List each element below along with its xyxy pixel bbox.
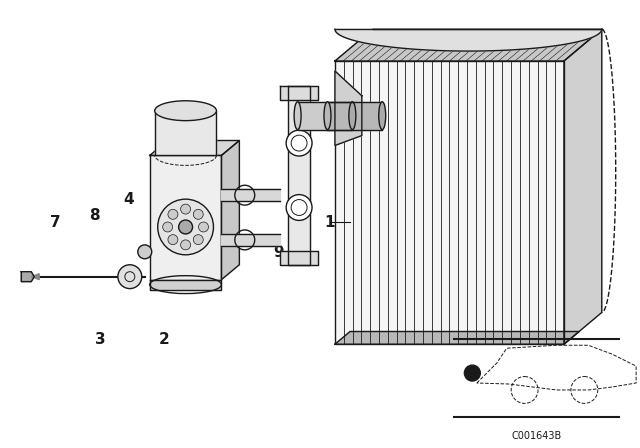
Circle shape (168, 209, 178, 220)
Text: 4: 4 (124, 192, 134, 207)
Polygon shape (31, 274, 39, 280)
Text: C001643B: C001643B (511, 431, 562, 441)
Polygon shape (168, 141, 239, 265)
Text: 9: 9 (273, 246, 284, 260)
Circle shape (118, 265, 142, 289)
Ellipse shape (324, 102, 331, 129)
Polygon shape (150, 141, 239, 155)
Text: 6: 6 (197, 114, 208, 129)
Circle shape (138, 245, 152, 259)
Circle shape (168, 235, 178, 245)
Polygon shape (288, 86, 310, 265)
Polygon shape (335, 71, 362, 146)
Circle shape (465, 365, 480, 381)
Text: 1: 1 (324, 215, 335, 229)
Circle shape (193, 235, 204, 245)
Polygon shape (150, 155, 221, 280)
Ellipse shape (294, 102, 301, 129)
Polygon shape (564, 29, 602, 344)
Ellipse shape (155, 101, 216, 121)
Circle shape (198, 222, 209, 232)
Polygon shape (221, 189, 280, 201)
Text: 7: 7 (50, 215, 60, 229)
Circle shape (286, 130, 312, 156)
Circle shape (179, 220, 193, 234)
Circle shape (163, 222, 173, 232)
Polygon shape (221, 141, 239, 280)
Polygon shape (280, 86, 318, 100)
Text: 5: 5 (190, 252, 201, 267)
Polygon shape (150, 280, 221, 289)
Text: 2: 2 (158, 332, 169, 347)
Ellipse shape (379, 102, 386, 129)
Polygon shape (335, 332, 579, 344)
Text: 8: 8 (89, 207, 99, 223)
Circle shape (157, 199, 214, 255)
Text: 3: 3 (95, 332, 105, 347)
Polygon shape (221, 234, 280, 246)
Circle shape (180, 204, 191, 214)
Ellipse shape (349, 102, 356, 129)
Polygon shape (335, 61, 564, 344)
Polygon shape (328, 102, 382, 129)
Polygon shape (280, 251, 318, 265)
Circle shape (180, 240, 191, 250)
Circle shape (193, 209, 204, 220)
Circle shape (286, 194, 312, 220)
Polygon shape (155, 111, 216, 155)
Polygon shape (298, 102, 353, 129)
Polygon shape (21, 271, 35, 282)
Polygon shape (335, 29, 602, 61)
Polygon shape (335, 29, 602, 51)
